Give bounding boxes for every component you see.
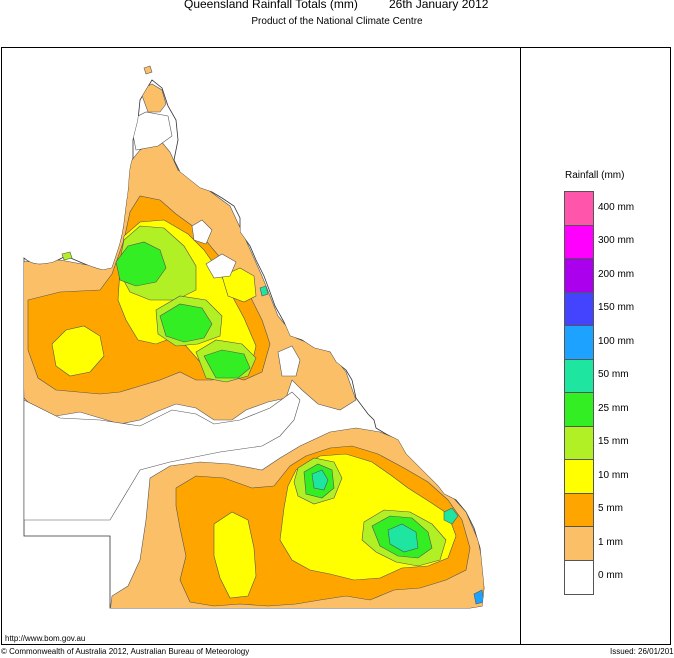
legend-label: 150 mm [598,302,635,314]
gulf-island [61,251,73,261]
legend-swatch [565,326,593,360]
legend-label: 200 mm [598,268,635,280]
legend-label: 5 mm [598,503,623,515]
legend-swatch [565,225,593,259]
legend-label: 300 mm [598,235,635,247]
legend-swatch [565,292,593,326]
legend-swatch [565,192,593,226]
legend-label: 400 mm [598,201,635,213]
legend-swatch [565,359,593,393]
footer-copyright: © Commonwealth of Australia 2012, Austra… [1,647,250,656]
dry-patch-north [191,219,213,245]
legend-label: 50 mm [598,369,629,381]
footer-issued: Issued: 26/01/2012 [610,647,674,656]
rain-zone-1mm-tip [139,83,167,113]
map-subtitle: Product of the National Climate Centre [251,16,423,27]
rain-zone-50mm-se [387,523,419,553]
legend-label: 0 mm [598,570,623,582]
map-title: Queensland Rainfall Totals (mm) 26th Jan… [0,0,674,13]
rain-zone-25mm-north [115,241,167,287]
legend-swatch [565,460,593,494]
rain-zone-10mm-coast [221,267,257,303]
legend-label: 15 mm [598,436,629,448]
map-frame [1,47,671,645]
legend-swatch [565,426,593,460]
rain-zone-25mm-central [159,303,213,343]
legend-swatch [565,393,593,427]
rain-zone-10mm-west [51,325,105,377]
legend-label: 25 mm [598,402,629,414]
dry-patch-central [277,345,301,377]
legend-color-bar [564,191,594,595]
torres-island [143,65,153,75]
rain-zone-10mm-sw [213,511,257,599]
title-date: 26th January 2012 [389,0,489,11]
dry-patch-cape [129,111,173,151]
rain-zone-100mm-coast [473,589,484,605]
rain-zone-50mm-coast [443,507,459,525]
legend-label: 1 mm [598,536,623,548]
legend-label: 10 mm [598,469,629,481]
legend-swatch [565,527,593,561]
rain-zone-25mm-east [203,349,251,379]
rain-zone-50mm-mid [311,469,329,491]
dry-patch-inland [205,253,237,279]
coast-island [259,285,269,297]
legend-swatch [565,259,593,293]
title-text: Queensland Rainfall Totals (mm) [184,0,358,11]
legend-divider [520,47,521,645]
dry-patch-west [24,391,301,521]
legend-swatch [565,560,593,594]
legend-title: Rainfall (mm) [565,170,625,181]
rainfall-map [23,65,485,609]
legend-label: 100 mm [598,335,635,347]
legend-swatch [565,493,593,527]
footer-url[interactable]: http://www.bom.gov.au [5,634,86,643]
